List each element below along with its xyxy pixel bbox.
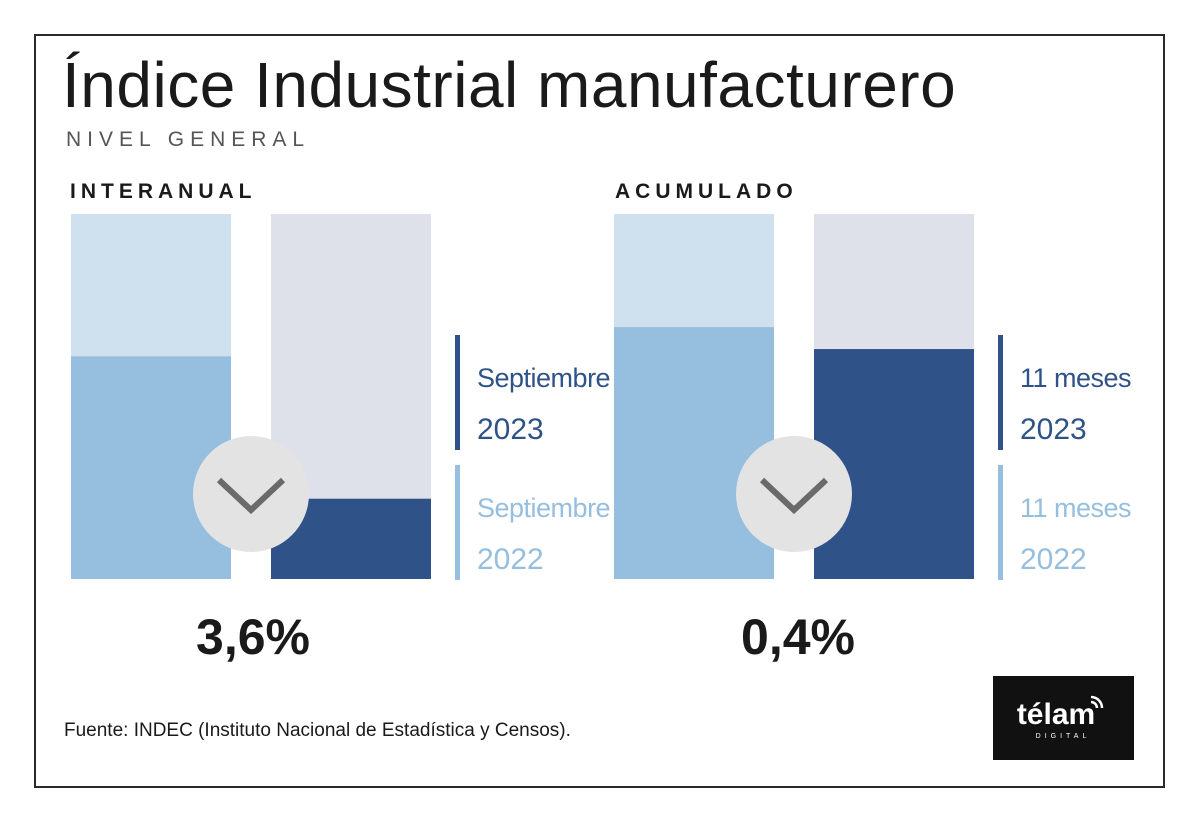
legend-item-interanual-2022: Septiembre 2022 (455, 465, 625, 580)
infographic-frame (34, 34, 1165, 788)
legend-label-month: Septiembre (477, 363, 611, 393)
interanual-label: INTERANUAL (70, 180, 257, 203)
chevron-down-icon (759, 477, 829, 515)
interanual-chart (71, 214, 431, 579)
legend-label-year: 2023 (477, 413, 544, 446)
legend-label-year: 2023 (1020, 413, 1087, 446)
telam-logo: télam DIGITAL (993, 676, 1134, 760)
interanual-direction-badge (193, 436, 309, 552)
acumulado-label: ACUMULADO (615, 180, 798, 203)
legend-swatch-dark (998, 335, 1003, 450)
legend-label-period: 11 meses (1020, 493, 1132, 523)
legend-swatch-light (998, 465, 1003, 580)
legend-swatch-dark (455, 335, 460, 450)
acumulado-direction-badge (736, 436, 852, 552)
acumulado-bar-0 (614, 327, 774, 579)
acumulado-chart (614, 214, 974, 579)
legend-item-interanual-2023: Septiembre 2023 (455, 335, 625, 450)
legend-item-acumulado-2023: 11 meses 2023 (998, 335, 1158, 450)
svg-text:télam: télam (1017, 698, 1095, 731)
legend-label-year: 2022 (1020, 543, 1087, 576)
source-note: Fuente: INDEC (Instituto Nacional de Est… (64, 720, 571, 741)
signal-icon (1090, 700, 1099, 709)
legend-label-month: Septiembre (477, 493, 611, 523)
legend-item-acumulado-2022: 11 meses 2022 (998, 465, 1158, 580)
acumulado-change-value: 0,4% (741, 609, 855, 665)
telam-logo-mark: télam DIGITAL (1017, 695, 1104, 740)
page-title: Índice Industrial manufacturero (62, 49, 957, 121)
interanual-change-value: 3,6% (196, 609, 310, 665)
legend-label-period: 11 meses (1020, 363, 1132, 393)
legend-swatch-light (455, 465, 460, 580)
legend-label-year: 2022 (477, 543, 544, 576)
chevron-down-icon (216, 477, 286, 515)
svg-text:DIGITAL: DIGITAL (1036, 733, 1091, 740)
page-subtitle: NIVEL GENERAL (66, 128, 311, 151)
